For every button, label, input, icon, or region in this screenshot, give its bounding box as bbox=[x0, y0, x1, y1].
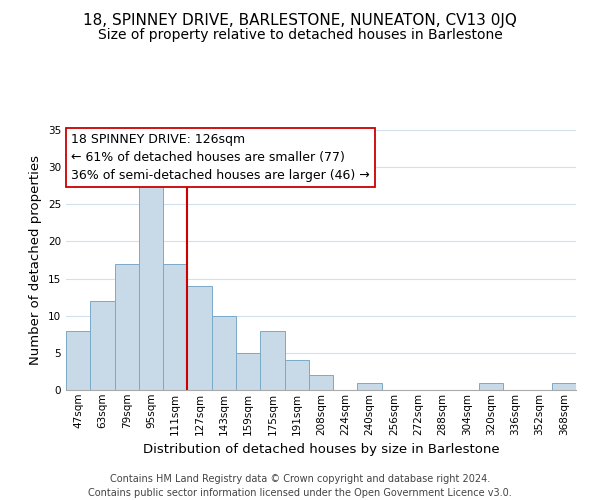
Bar bbox=[90, 301, 115, 390]
Text: 18 SPINNEY DRIVE: 126sqm
← 61% of detached houses are smaller (77)
36% of semi-d: 18 SPINNEY DRIVE: 126sqm ← 61% of detach… bbox=[71, 132, 370, 182]
Text: 18, SPINNEY DRIVE, BARLESTONE, NUNEATON, CV13 0JQ: 18, SPINNEY DRIVE, BARLESTONE, NUNEATON,… bbox=[83, 12, 517, 28]
Bar bbox=[236, 353, 260, 390]
Bar bbox=[212, 316, 236, 390]
Bar bbox=[358, 382, 382, 390]
Bar bbox=[66, 330, 90, 390]
Text: Size of property relative to detached houses in Barlestone: Size of property relative to detached ho… bbox=[98, 28, 502, 42]
Bar bbox=[479, 382, 503, 390]
X-axis label: Distribution of detached houses by size in Barlestone: Distribution of detached houses by size … bbox=[143, 443, 499, 456]
Bar bbox=[115, 264, 139, 390]
Bar bbox=[260, 330, 284, 390]
Bar bbox=[139, 182, 163, 390]
Bar bbox=[163, 264, 187, 390]
Text: Contains HM Land Registry data © Crown copyright and database right 2024.
Contai: Contains HM Land Registry data © Crown c… bbox=[88, 474, 512, 498]
Y-axis label: Number of detached properties: Number of detached properties bbox=[29, 155, 43, 365]
Bar bbox=[552, 382, 576, 390]
Bar bbox=[284, 360, 309, 390]
Bar bbox=[309, 375, 333, 390]
Bar bbox=[187, 286, 212, 390]
